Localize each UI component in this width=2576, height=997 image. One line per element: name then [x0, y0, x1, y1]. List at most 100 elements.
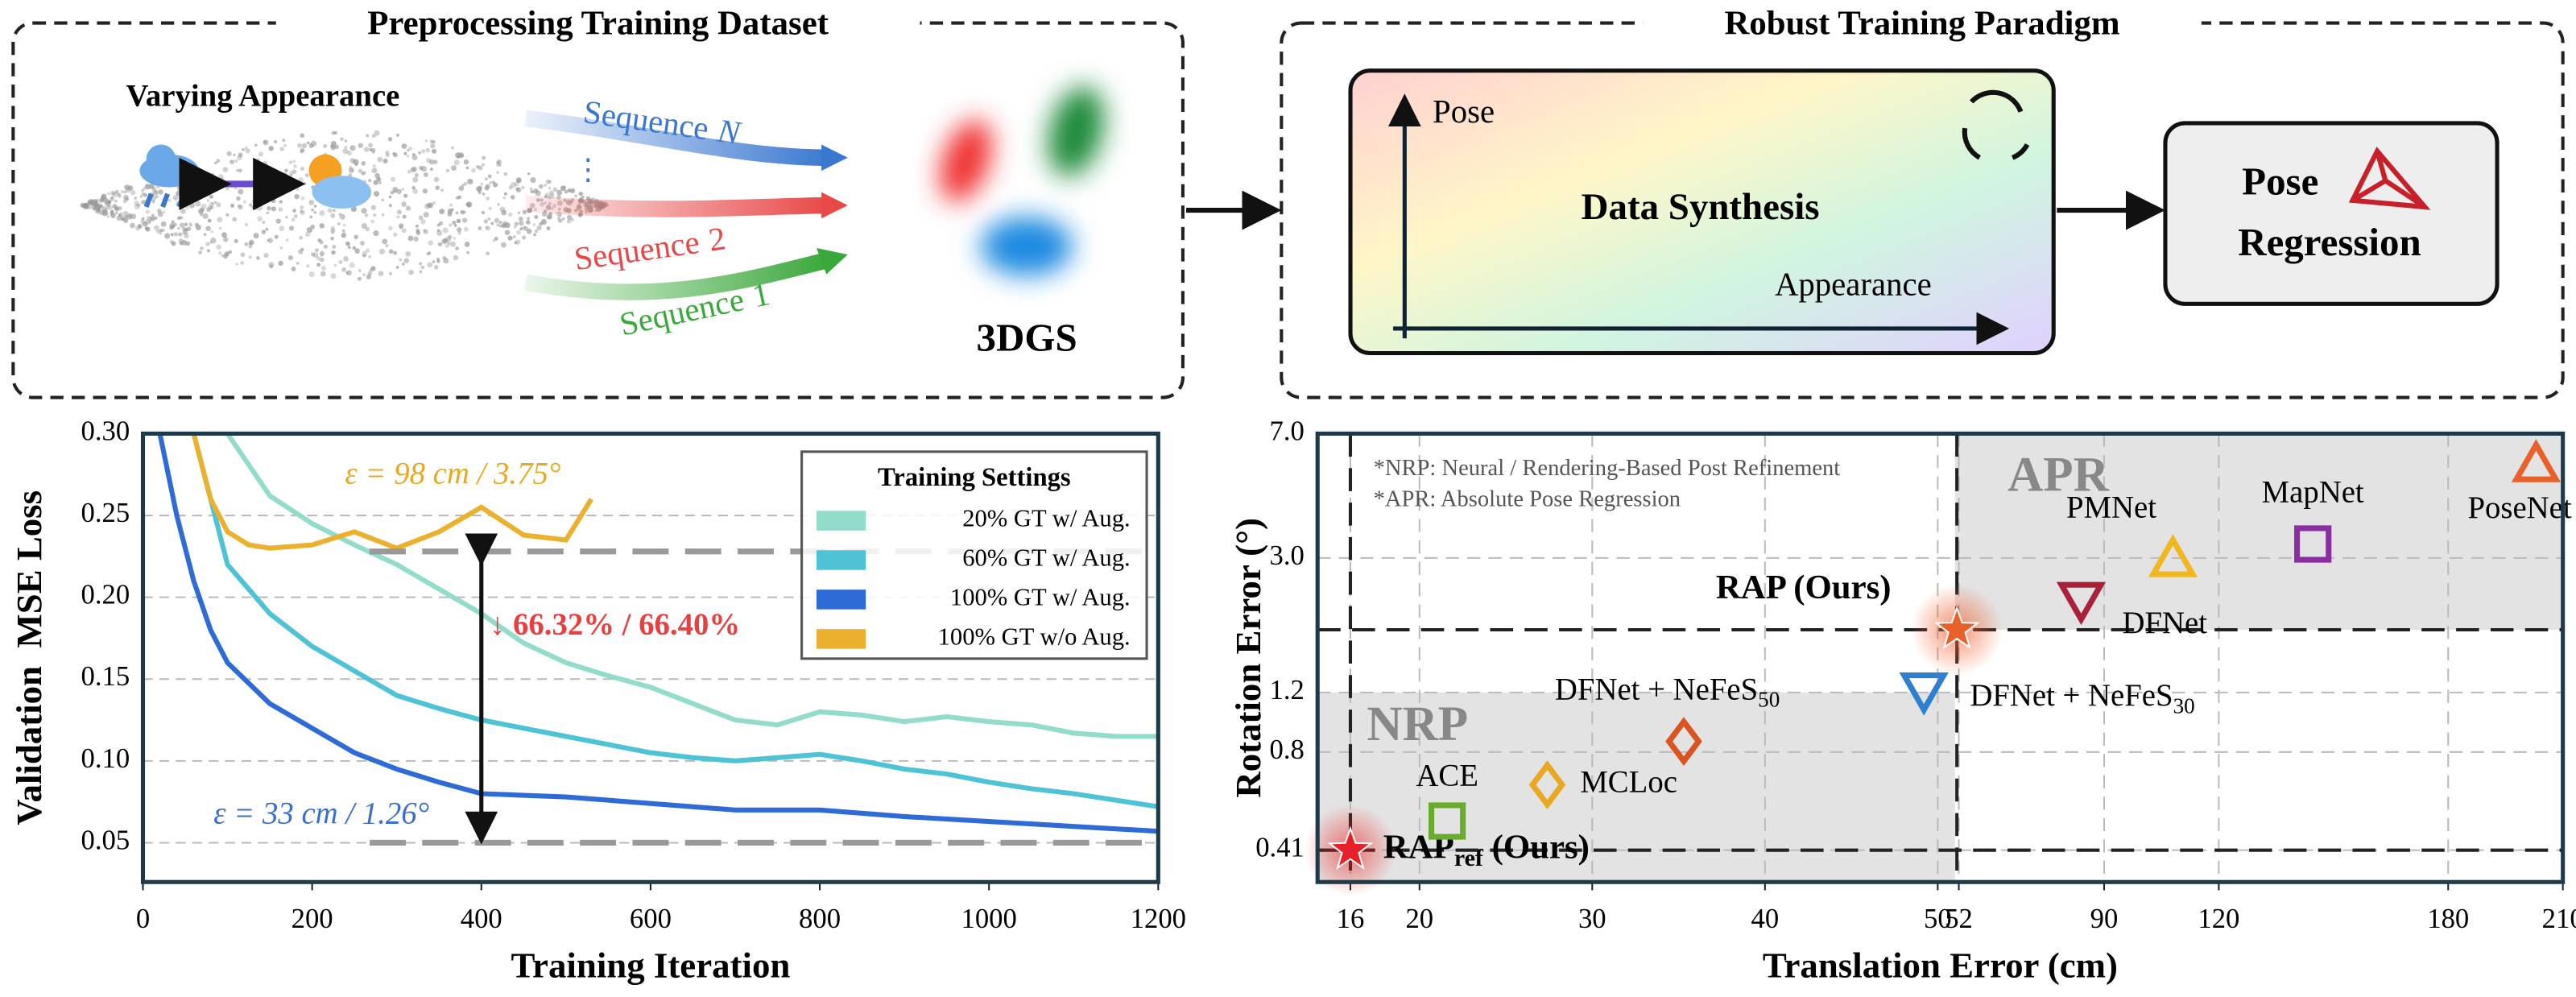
series-line [191, 433, 593, 551]
cloud-point [118, 194, 122, 198]
cloud-point [432, 201, 436, 205]
title-bg [1643, 3, 2202, 47]
cloud-point [110, 196, 114, 200]
cloud-point [222, 254, 228, 259]
cloud-point [209, 201, 215, 208]
cloud-point [178, 216, 183, 220]
cloud-point [371, 168, 378, 174]
cloud-point [442, 238, 449, 244]
cloud-point [206, 249, 211, 253]
cloud-point [228, 250, 232, 254]
cloud-point [216, 202, 221, 208]
cloud-point [319, 240, 324, 245]
cloud-point [235, 263, 238, 266]
cloud-point [148, 220, 152, 224]
cloud-point [151, 200, 155, 204]
cloud-point [330, 225, 335, 231]
cloud-point [300, 247, 304, 252]
synthesis-box [1348, 68, 2056, 356]
cloud-point [363, 147, 370, 152]
cloud-point [195, 201, 201, 207]
label-text: PMNet [2066, 490, 2156, 524]
cloud-point [570, 218, 574, 222]
cloud-point [189, 197, 193, 201]
point [2056, 581, 2107, 626]
cloud-point [429, 168, 433, 172]
point-label: DFNet + NeFeS50 [1555, 672, 1780, 712]
cloud-point [123, 194, 129, 201]
cloud-point [229, 159, 235, 165]
gaussian-blobs [940, 86, 1105, 276]
cloud-point [253, 205, 258, 210]
panel-title: Robust Training Paradigm [1724, 4, 2119, 42]
cloud-point [403, 193, 408, 198]
cloud-point [218, 251, 222, 255]
label-text: ACE [1416, 758, 1478, 792]
cloud-point [405, 205, 411, 211]
cloud-point [341, 267, 346, 272]
cloud-point [306, 141, 310, 145]
cloud-point [482, 155, 486, 160]
cloud-point [514, 241, 518, 245]
cloud-point [158, 189, 163, 195]
sequence-arrows: ⋮ [524, 110, 848, 300]
cloud-point [428, 251, 432, 255]
cloud-point [378, 180, 382, 184]
x-tick-label: 600 [630, 904, 672, 934]
cloud-point [504, 230, 511, 235]
cloud-point [188, 221, 192, 226]
cloud-point [399, 223, 404, 229]
cloud-point [97, 209, 100, 213]
cloud-point [263, 139, 269, 146]
cloud-point [544, 184, 547, 187]
cloud-point [346, 270, 352, 276]
cloud-point [412, 176, 419, 183]
point-label: MCLoc [1580, 764, 1677, 799]
cloud-point [393, 189, 397, 194]
cloud-point [501, 222, 507, 228]
cloud-point [208, 188, 211, 192]
top-diagram: Preprocessing Training Dataset Robust Tr… [11, 3, 2565, 399]
cloud-point [209, 173, 213, 178]
cloud-point [185, 205, 189, 210]
cloud-point [508, 185, 513, 190]
cloud-point [198, 250, 202, 254]
cloud-point [373, 180, 378, 185]
cloud-point [411, 166, 418, 172]
cloud-point [256, 158, 260, 162]
cloud-point [339, 213, 345, 220]
cloud-point [548, 190, 554, 196]
label-sub: 30 [2173, 694, 2195, 718]
cloud-point [419, 165, 424, 171]
cloud-point [434, 265, 439, 270]
cloud-point [154, 216, 158, 220]
y-tick-label: 3.0 [1270, 540, 1305, 571]
legend-label: 60% GT w/ Aug. [962, 544, 1130, 572]
cloud-point [381, 213, 385, 217]
cloud-point [372, 164, 377, 168]
cloud-point [270, 188, 273, 191]
cloud-point [144, 226, 149, 230]
x-tick-label: 0 [136, 904, 150, 934]
cloud-point [478, 165, 483, 171]
cloud-point [300, 196, 305, 201]
cloud-point [496, 171, 500, 175]
cloud-point [536, 225, 542, 231]
cloud-point [216, 159, 221, 163]
cloud-point [401, 201, 407, 207]
x-tick-label: 50 [1924, 904, 1952, 934]
cloud-point [423, 229, 429, 234]
label: Regression [2238, 220, 2421, 264]
cloud-point [423, 172, 428, 177]
cloud-point [455, 211, 459, 215]
cloud-point [333, 263, 337, 267]
title-bg [275, 3, 920, 47]
cloud-point [245, 223, 248, 226]
cloud-point [260, 188, 266, 194]
cloud-point [549, 193, 555, 199]
cloud-point [266, 211, 270, 215]
cloud-point [294, 193, 300, 200]
cloud-point [374, 130, 380, 136]
cloud-point [570, 188, 575, 194]
cloud-point [99, 197, 105, 203]
